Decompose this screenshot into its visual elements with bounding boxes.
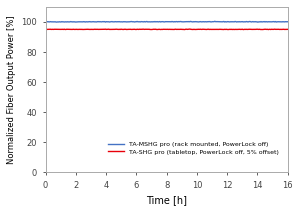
Legend: TA-MSHG pro (rack mounted, PowerLock off), TA-SHG pro (tabletop, PowerLock off, : TA-MSHG pro (rack mounted, PowerLock off… bbox=[107, 140, 280, 156]
TA-MSHG pro (rack mounted, PowerLock off) bbox=[192, 20, 196, 23]
TA-SHG pro (tabletop, PowerLock off, 5% offset) bbox=[265, 28, 268, 31]
TA-SHG pro (tabletop, PowerLock off, 5% offset) bbox=[44, 28, 47, 31]
TA-MSHG pro (rack mounted, PowerLock off) bbox=[44, 21, 47, 23]
TA-SHG pro (tabletop, PowerLock off, 5% offset) bbox=[188, 28, 191, 30]
TA-MSHG pro (rack mounted, PowerLock off) bbox=[286, 21, 290, 23]
TA-SHG pro (tabletop, PowerLock off, 5% offset) bbox=[189, 28, 192, 31]
TA-SHG pro (tabletop, PowerLock off, 5% offset) bbox=[45, 28, 48, 31]
Line: TA-SHG pro (tabletop, PowerLock off, 5% offset): TA-SHG pro (tabletop, PowerLock off, 5% … bbox=[46, 29, 288, 30]
TA-MSHG pro (rack mounted, PowerLock off) bbox=[45, 21, 48, 23]
TA-SHG pro (tabletop, PowerLock off, 5% offset) bbox=[250, 28, 253, 31]
TA-MSHG pro (rack mounted, PowerLock off) bbox=[256, 21, 260, 24]
Y-axis label: Normalized Fiber Output Power [%]: Normalized Fiber Output Power [%] bbox=[7, 15, 16, 164]
X-axis label: Time [h]: Time [h] bbox=[146, 195, 187, 205]
TA-MSHG pro (rack mounted, PowerLock off) bbox=[187, 20, 191, 23]
TA-SHG pro (tabletop, PowerLock off, 5% offset) bbox=[193, 28, 196, 31]
TA-SHG pro (tabletop, PowerLock off, 5% offset) bbox=[242, 28, 245, 31]
TA-MSHG pro (rack mounted, PowerLock off) bbox=[249, 20, 252, 23]
TA-MSHG pro (rack mounted, PowerLock off) bbox=[265, 21, 268, 23]
TA-SHG pro (tabletop, PowerLock off, 5% offset) bbox=[187, 28, 191, 31]
TA-SHG pro (tabletop, PowerLock off, 5% offset) bbox=[286, 28, 290, 31]
TA-MSHG pro (rack mounted, PowerLock off) bbox=[213, 20, 217, 22]
TA-MSHG pro (rack mounted, PowerLock off) bbox=[188, 21, 191, 23]
Line: TA-MSHG pro (rack mounted, PowerLock off): TA-MSHG pro (rack mounted, PowerLock off… bbox=[46, 21, 288, 22]
